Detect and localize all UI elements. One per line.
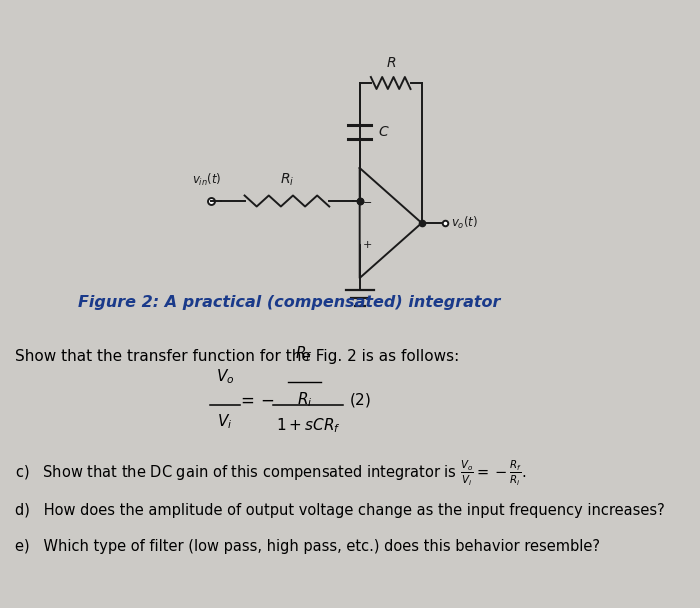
Text: $(2)$: $(2)$ bbox=[349, 391, 371, 409]
Text: $R_i$: $R_i$ bbox=[280, 171, 294, 188]
Text: Figure 2: A practical (compensated) integrator: Figure 2: A practical (compensated) inte… bbox=[78, 295, 500, 311]
Text: d)   How does the amplitude of output voltage change as the input frequency incr: d) How does the amplitude of output volt… bbox=[15, 502, 664, 517]
Text: Show that the transfer function for the Fig. 2 is as follows:: Show that the transfer function for the … bbox=[15, 348, 459, 364]
Text: $C$: $C$ bbox=[378, 125, 389, 139]
Text: c)   Show that the DC gain of this compensated integrator is $\frac{V_o}{V_i} = : c) Show that the DC gain of this compens… bbox=[15, 458, 526, 488]
Text: $-$: $-$ bbox=[362, 196, 372, 206]
Text: $1 + sCR_f$: $1 + sCR_f$ bbox=[276, 416, 341, 435]
Text: $+$: $+$ bbox=[362, 240, 372, 250]
Text: $R$: $R$ bbox=[386, 56, 396, 70]
Text: $R_i$: $R_i$ bbox=[297, 390, 312, 409]
Text: $v_o(t)$: $v_o(t)$ bbox=[451, 215, 478, 231]
Text: e)   Which type of filter (low pass, high pass, etc.) does this behavior resembl: e) Which type of filter (low pass, high … bbox=[15, 539, 600, 553]
Text: $v_{in}(t)$: $v_{in}(t)$ bbox=[192, 172, 221, 188]
Text: $= -$: $= -$ bbox=[237, 391, 275, 409]
Text: $R_f$: $R_f$ bbox=[295, 344, 313, 363]
Text: $V_o$: $V_o$ bbox=[216, 367, 234, 386]
Text: $V_i$: $V_i$ bbox=[217, 412, 232, 430]
